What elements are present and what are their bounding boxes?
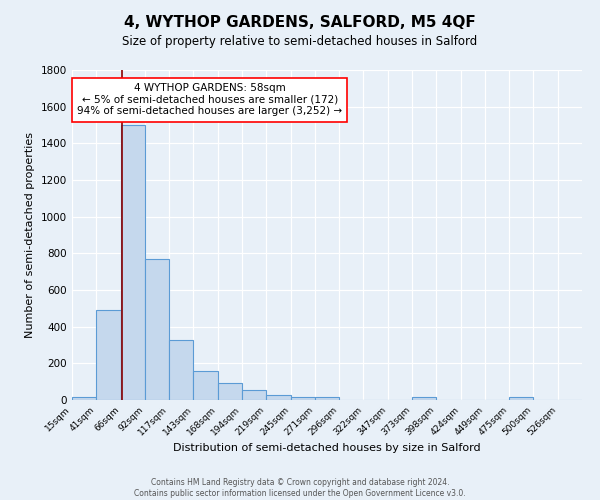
Bar <box>509 397 533 400</box>
Bar <box>145 259 169 400</box>
Text: 4, WYTHOP GARDENS, SALFORD, M5 4QF: 4, WYTHOP GARDENS, SALFORD, M5 4QF <box>124 15 476 30</box>
Bar <box>72 397 96 400</box>
Text: Size of property relative to semi-detached houses in Salford: Size of property relative to semi-detach… <box>122 35 478 48</box>
Bar <box>290 397 315 400</box>
Bar <box>96 310 121 400</box>
Bar <box>193 370 218 400</box>
X-axis label: Distribution of semi-detached houses by size in Salford: Distribution of semi-detached houses by … <box>173 442 481 452</box>
Bar <box>412 397 436 400</box>
Text: 4 WYTHOP GARDENS: 58sqm
← 5% of semi-detached houses are smaller (172)
94% of se: 4 WYTHOP GARDENS: 58sqm ← 5% of semi-det… <box>77 83 342 116</box>
Bar <box>266 394 290 400</box>
Bar <box>218 382 242 400</box>
Bar <box>242 390 266 400</box>
Text: Contains HM Land Registry data © Crown copyright and database right 2024.
Contai: Contains HM Land Registry data © Crown c… <box>134 478 466 498</box>
Y-axis label: Number of semi-detached properties: Number of semi-detached properties <box>25 132 35 338</box>
Bar <box>315 397 339 400</box>
Bar <box>121 125 145 400</box>
Bar <box>169 340 193 400</box>
